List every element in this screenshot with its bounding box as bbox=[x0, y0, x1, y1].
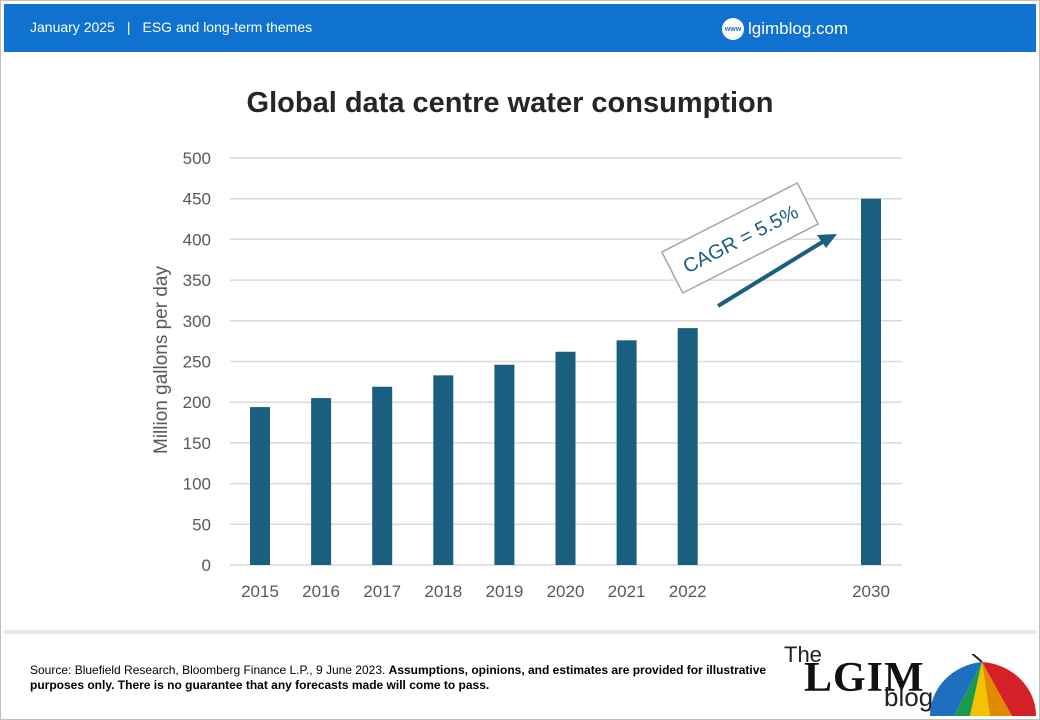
bar-2020 bbox=[555, 351, 576, 565]
y-tick-label: 0 bbox=[202, 556, 211, 575]
cagr-arrowhead bbox=[817, 234, 837, 248]
y-tick-label: 350 bbox=[183, 271, 211, 290]
x-tick-label: 2022 bbox=[669, 582, 707, 601]
header-meta: January 2025 | ESG and long-term themes bbox=[30, 19, 312, 35]
site-name[interactable]: lgimblog.com bbox=[748, 19, 849, 38]
bar-2015 bbox=[250, 407, 270, 565]
x-tick-label: 2016 bbox=[302, 582, 340, 601]
x-tick-label: 2015 bbox=[241, 582, 279, 601]
source-note: Source: Bluefield Research, Bloomberg Fi… bbox=[30, 663, 780, 693]
logo-lgim: LGIM bbox=[804, 655, 925, 701]
cagr-arrow bbox=[716, 239, 826, 308]
y-tick-label: 50 bbox=[192, 515, 211, 534]
x-tick-labels: 2015 2016 2017 2018 2019 2020 2021 2022 2030 bbox=[241, 582, 890, 601]
bar-2030 bbox=[861, 198, 881, 565]
www-globe-icon: www bbox=[722, 18, 744, 40]
chart-title: Global data centre water consumption bbox=[247, 87, 774, 119]
y-tick-label: 100 bbox=[183, 475, 211, 494]
y-tick-label: 200 bbox=[183, 393, 211, 412]
y-tick-labels: 0 50 100 150 200 250 300 350 400 450 500 bbox=[183, 149, 211, 575]
bar-2016 bbox=[311, 398, 332, 565]
x-tick-label: 2018 bbox=[424, 582, 462, 601]
header-theme: ESG and long-term themes bbox=[142, 19, 313, 35]
site-link[interactable]: www lgimblog.com bbox=[722, 17, 848, 41]
y-tick-label: 500 bbox=[183, 149, 211, 168]
x-tick-label: 2020 bbox=[547, 582, 585, 601]
y-tick-label: 150 bbox=[183, 434, 211, 453]
cagr-annotation: CAGR = 5.5% bbox=[660, 181, 837, 308]
bar-2022 bbox=[677, 328, 698, 565]
bar-2021 bbox=[616, 340, 637, 565]
bars bbox=[250, 198, 881, 565]
umbrella-icon bbox=[929, 654, 1037, 716]
header-bar: January 2025 | ESG and long-term themes ww… bbox=[4, 4, 1036, 52]
y-tick-label: 450 bbox=[183, 190, 211, 209]
logo-blog: blog bbox=[884, 682, 934, 712]
x-tick-label: 2021 bbox=[608, 582, 646, 601]
header-separator: | bbox=[126, 19, 131, 35]
footer: Source: Bluefield Research, Bloomberg Fi… bbox=[4, 634, 1037, 716]
x-tick-label: 2017 bbox=[363, 582, 401, 601]
y-tick-label: 300 bbox=[183, 312, 211, 331]
source-text: Source: Bluefield Research, Bloomberg Fi… bbox=[30, 663, 389, 677]
y-axis-label: Million gallons per day bbox=[151, 266, 172, 454]
y-tick-label: 250 bbox=[183, 353, 211, 372]
bar-2017 bbox=[372, 386, 393, 565]
logo-the: The bbox=[784, 642, 822, 667]
header-date: January 2025 bbox=[30, 19, 115, 35]
bar-2018 bbox=[433, 375, 454, 565]
bar-chart: Global data centre water consumption 0 50… bbox=[151, 87, 902, 601]
x-tick-label: 2019 bbox=[485, 582, 523, 601]
bar-2019 bbox=[494, 364, 515, 565]
cagr-box bbox=[660, 181, 820, 295]
chart-panel: Global data centre water consumption 0 50… bbox=[4, 56, 1036, 630]
x-tick-label: 2030 bbox=[852, 582, 890, 601]
footer-divider bbox=[4, 630, 1036, 634]
y-tick-label: 400 bbox=[183, 230, 211, 249]
disclaimer-text: Assumptions, opinions, and estimates are… bbox=[30, 663, 767, 692]
